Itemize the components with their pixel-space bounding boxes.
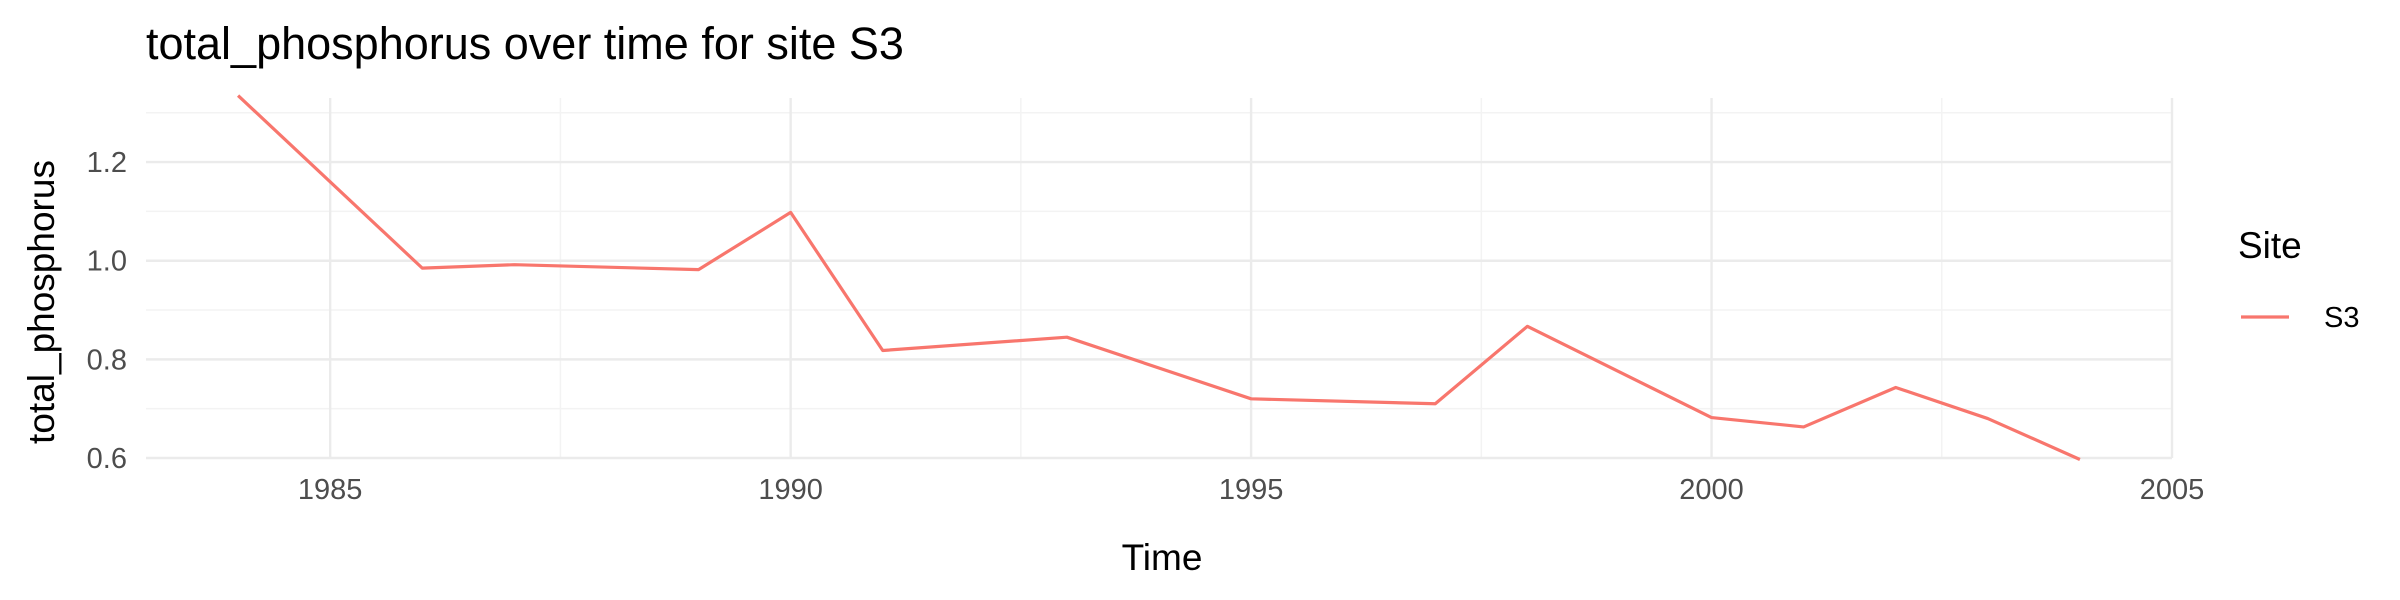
y-tick-label: 0.6: [87, 443, 127, 475]
legend-label: S3: [2324, 302, 2359, 334]
tick-labels: 1985 1990 1995 2000 2005 0.6 0.8 1.0 1.2: [87, 147, 2205, 506]
y-tick-label: 0.8: [87, 344, 127, 376]
grid: [146, 98, 2174, 460]
chart-title: total_phosphorus over time for site S3: [146, 18, 904, 69]
legend: Site S3: [2238, 225, 2359, 334]
legend-title: Site: [2238, 225, 2302, 266]
y-tick-label: 1.2: [87, 147, 127, 179]
series-layer: [236, 94, 2081, 461]
x-tick-label: 2005: [2140, 474, 2205, 506]
series-line-S3: [236, 94, 2081, 461]
x-tick-label: 1985: [298, 474, 363, 506]
x-tick-label: 2000: [1679, 474, 1744, 506]
y-tick-label: 1.0: [87, 246, 127, 278]
x-tick-label: 1995: [1219, 474, 1284, 506]
x-tick-label: 1990: [758, 474, 823, 506]
x-axis-title: Time: [1122, 537, 1203, 578]
y-axis-title: total_phosphorus: [21, 160, 62, 444]
